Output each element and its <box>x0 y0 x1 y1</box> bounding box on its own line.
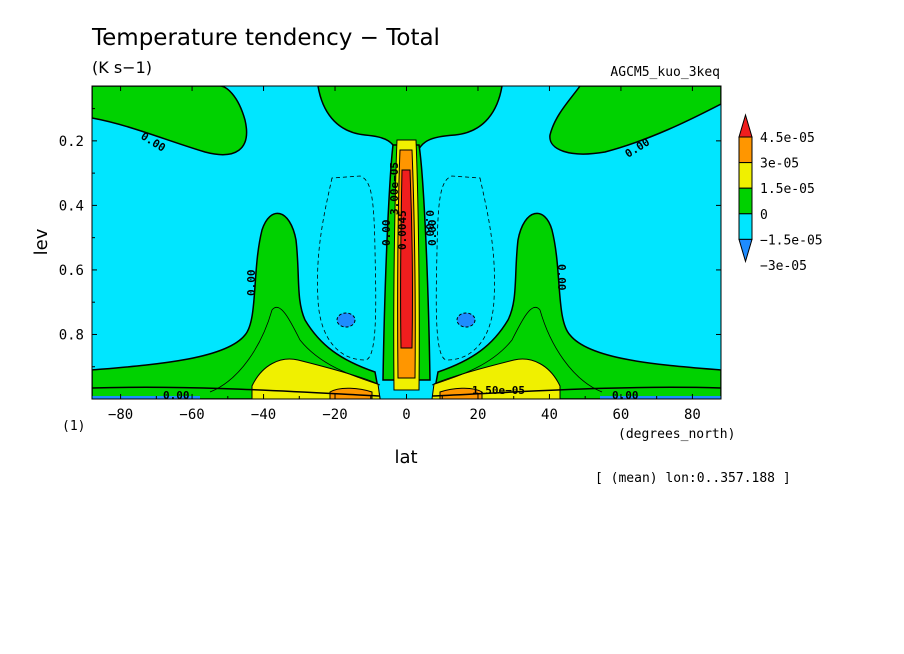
colorbar-tick-label: −3e-05 <box>760 259 807 274</box>
field-green-top-right <box>549 86 721 155</box>
x-tick-label: 60 <box>613 407 630 423</box>
colorbar-tick-label: −1.5e-05 <box>760 233 823 248</box>
colorbar-swatch <box>738 136 753 164</box>
colorbar-tick-label: 3e-05 <box>760 157 799 172</box>
field-green-right <box>432 212 721 399</box>
y-tick-label: 0.6 <box>59 263 84 279</box>
contour-label: 0.00 <box>163 389 190 402</box>
y-axis-label: lev <box>31 228 52 255</box>
chart-title: Temperature tendency − Total <box>91 25 440 51</box>
colorbar-swatch <box>738 162 753 189</box>
plot-area: 0.00 0.00 0.00 0.00 0.00 0.00 1.50e−05 0… <box>92 86 721 402</box>
contour-negative-right <box>435 175 495 361</box>
x-tick-label: −20 <box>322 407 347 423</box>
colorbar-swatch <box>738 213 753 240</box>
colorbar-arrow-top <box>738 113 753 138</box>
colorbar-arrow-bottom <box>738 238 753 264</box>
contour-negative-left <box>317 175 377 361</box>
field-orange-right <box>439 387 483 399</box>
colorbar-swatch <box>738 187 753 215</box>
contour-surface <box>92 386 721 397</box>
panel-label: (1) <box>62 419 85 434</box>
x-tick-label: 80 <box>684 407 701 423</box>
contour-label: 3.00e−05 <box>388 162 401 215</box>
colorbar-tick-label: 0 <box>760 208 768 223</box>
x-tick-label: −80 <box>108 407 133 423</box>
field-orange-left <box>329 387 373 399</box>
experiment-label: AGCM5_kuo_3keq <box>610 65 720 80</box>
x-units-label: (degrees_north) <box>618 427 735 442</box>
contour-label: 0.00 <box>612 389 639 402</box>
y-tick-label: 0.8 <box>59 327 84 343</box>
field-blue-minimum-right <box>456 312 476 328</box>
field-red-column <box>400 169 413 349</box>
x-tick-label: 20 <box>470 407 487 423</box>
contour-positive-left <box>209 307 381 393</box>
field-green-left <box>92 212 381 399</box>
contour-label: 0.0045 <box>396 210 409 250</box>
footer-note: [ (mean) lon:0..357.188 ] <box>595 471 791 486</box>
x-tick-label: 40 <box>541 407 558 423</box>
contour-label: 0.00 <box>426 220 439 247</box>
contour-label: 0.00 <box>555 264 568 291</box>
contour-label: 0.00 <box>380 220 393 247</box>
y-axis: 0.2 0.4 0.6 0.8 <box>59 108 721 368</box>
y-tick-label: 0.2 <box>59 134 84 150</box>
field-green-top <box>92 86 248 156</box>
colorbar-tick-label: 1.5e-05 <box>760 182 815 197</box>
y-tick-label: 0.4 <box>59 198 84 214</box>
x-axis-label: lat <box>394 447 417 468</box>
colorbar-legend: 4.5e-05 3e-05 1.5e-05 0 −1.5e-05 −3e-05 <box>738 113 823 274</box>
contour-label: 0.00 <box>423 210 436 237</box>
x-tick-label: 0 <box>402 407 410 423</box>
colorbar-tick-label: 4.5e-05 <box>760 131 815 146</box>
chart-units: (K s−1) <box>92 58 152 77</box>
contour-label: 0.00 <box>245 270 258 297</box>
x-axis: −80 −60 −40 −20 0 20 40 60 80 <box>108 86 701 423</box>
x-tick-label: −40 <box>251 407 276 423</box>
contour-positive-right <box>431 307 603 393</box>
contour-label: 1.50e−05 <box>472 384 525 397</box>
field-blue-minimum-left <box>336 312 356 328</box>
x-tick-label: −60 <box>179 407 204 423</box>
